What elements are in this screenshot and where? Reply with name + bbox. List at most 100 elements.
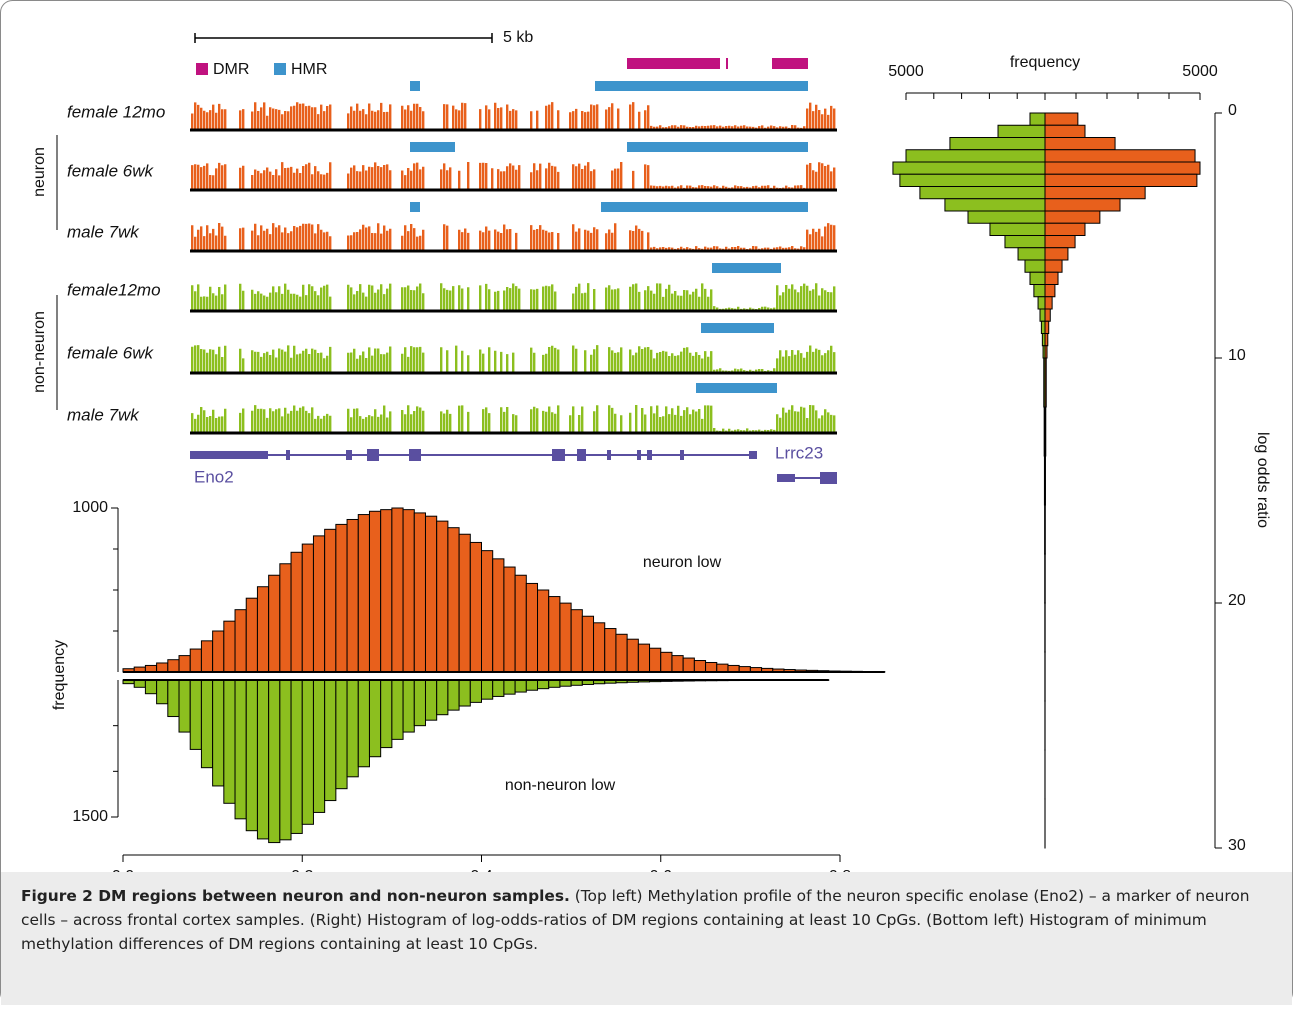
intron: [190, 454, 757, 456]
histogram-bar: [581, 615, 595, 673]
histogram-bar: [1044, 186, 1146, 200]
histogram-bar: [156, 679, 169, 705]
histogram-bar: [503, 566, 516, 673]
histogram-bar: [481, 550, 494, 673]
exon: [820, 472, 837, 484]
histogram-bar: [949, 137, 1046, 151]
histogram-bar: [1044, 320, 1050, 334]
hmr: [696, 383, 777, 393]
histogram-bar: [447, 679, 460, 711]
histogram-bar: [301, 679, 314, 825]
histogram-bar: [144, 679, 158, 695]
histogram-bar: [514, 679, 527, 693]
legend-swatch: [274, 63, 286, 75]
dmr: [772, 58, 808, 69]
histogram-bar: [391, 507, 404, 673]
dmr: [627, 58, 720, 69]
group-label: non-neuron: [31, 311, 48, 393]
y-axis-label: frequency: [51, 640, 68, 710]
histogram-bar: [682, 657, 695, 673]
histogram-bar: [256, 679, 270, 840]
y-tick-label: 1000: [72, 499, 108, 516]
histogram-bar: [570, 609, 583, 673]
histogram-bar: [424, 515, 438, 673]
histogram-bar: [368, 679, 382, 758]
histogram-bar: [357, 514, 370, 673]
histogram-bar: [615, 633, 628, 673]
histogram-bar: [357, 679, 370, 768]
y-tick-label: 1500: [72, 808, 108, 825]
histogram-bar: [212, 679, 225, 787]
histogram-bar: [637, 643, 651, 673]
histogram-bar: [380, 509, 393, 673]
caption-title: Figure 2 DM regions between neuron and n…: [21, 887, 570, 905]
histogram-bar: [324, 679, 337, 802]
histogram-bar: [279, 563, 292, 673]
histogram-bar: [660, 651, 673, 673]
histogram-bar: [346, 679, 359, 778]
methylation-profile: [191, 162, 836, 190]
exon: [647, 450, 652, 460]
exon: [552, 449, 565, 461]
histogram-bar: [1040, 320, 1046, 334]
histogram-bar: [335, 679, 348, 790]
hmr: [627, 142, 808, 152]
track-label: female 12mo: [67, 102, 165, 121]
legend-label: HMR: [291, 61, 327, 78]
histogram-bar: [290, 551, 303, 673]
methylation-profile: [191, 405, 836, 433]
histogram-bar: [1044, 308, 1051, 322]
exon: [607, 450, 611, 460]
x-tick-label: 5000: [888, 63, 924, 80]
group-label: neuron: [31, 147, 48, 197]
histogram-bar: [436, 520, 449, 673]
exon: [749, 451, 757, 459]
histogram-bar: [525, 679, 539, 691]
hmr: [701, 323, 774, 333]
histogram-bar: [1029, 112, 1046, 126]
methylation-profile: [191, 102, 836, 130]
intron: [777, 477, 837, 479]
exon: [286, 450, 290, 460]
histogram-bar: [649, 647, 662, 673]
histogram-bar: [1044, 406, 1047, 457]
y-tick-label: 10: [1228, 347, 1246, 364]
exon: [680, 450, 684, 460]
methylation-profile: [191, 223, 836, 251]
gene-label: Lrrc23: [775, 443, 823, 462]
histogram-bar: [312, 535, 326, 673]
histogram-bar: [1044, 112, 1079, 126]
histogram-bar: [548, 596, 561, 673]
histogram-bar: [324, 528, 337, 673]
histogram-bar: [1024, 259, 1046, 273]
histogram-bar: [1044, 137, 1116, 151]
exon: [367, 449, 379, 461]
histogram-bar: [919, 186, 1046, 200]
histogram-bar: [189, 679, 202, 750]
histogram-bar: [1004, 235, 1046, 249]
hmr: [601, 202, 808, 212]
histogram-bar: [626, 638, 639, 673]
histogram-bar: [537, 589, 550, 673]
histogram-bar: [514, 574, 527, 673]
histogram-bar: [693, 660, 707, 673]
histogram-bar: [268, 679, 281, 844]
histogram-bar: [1044, 284, 1056, 298]
histogram-bar: [178, 679, 191, 733]
histogram-bar: [1044, 161, 1201, 175]
scale-label: 5 kb: [503, 29, 533, 46]
hmr-bars: [410, 81, 808, 393]
histogram-bar: [537, 679, 550, 690]
track-label: female12mo: [67, 280, 161, 299]
histogram-bar: [997, 124, 1046, 138]
methylation-profile: [191, 345, 836, 373]
hmr: [410, 202, 420, 212]
histogram-bar: [212, 630, 225, 673]
histogram-bar: [967, 210, 1046, 224]
hmr: [712, 263, 781, 273]
histogram-bar: [458, 679, 471, 707]
histogram-bar: [892, 161, 1046, 175]
histogram-bar: [234, 609, 247, 673]
histogram-bar: [223, 679, 236, 804]
